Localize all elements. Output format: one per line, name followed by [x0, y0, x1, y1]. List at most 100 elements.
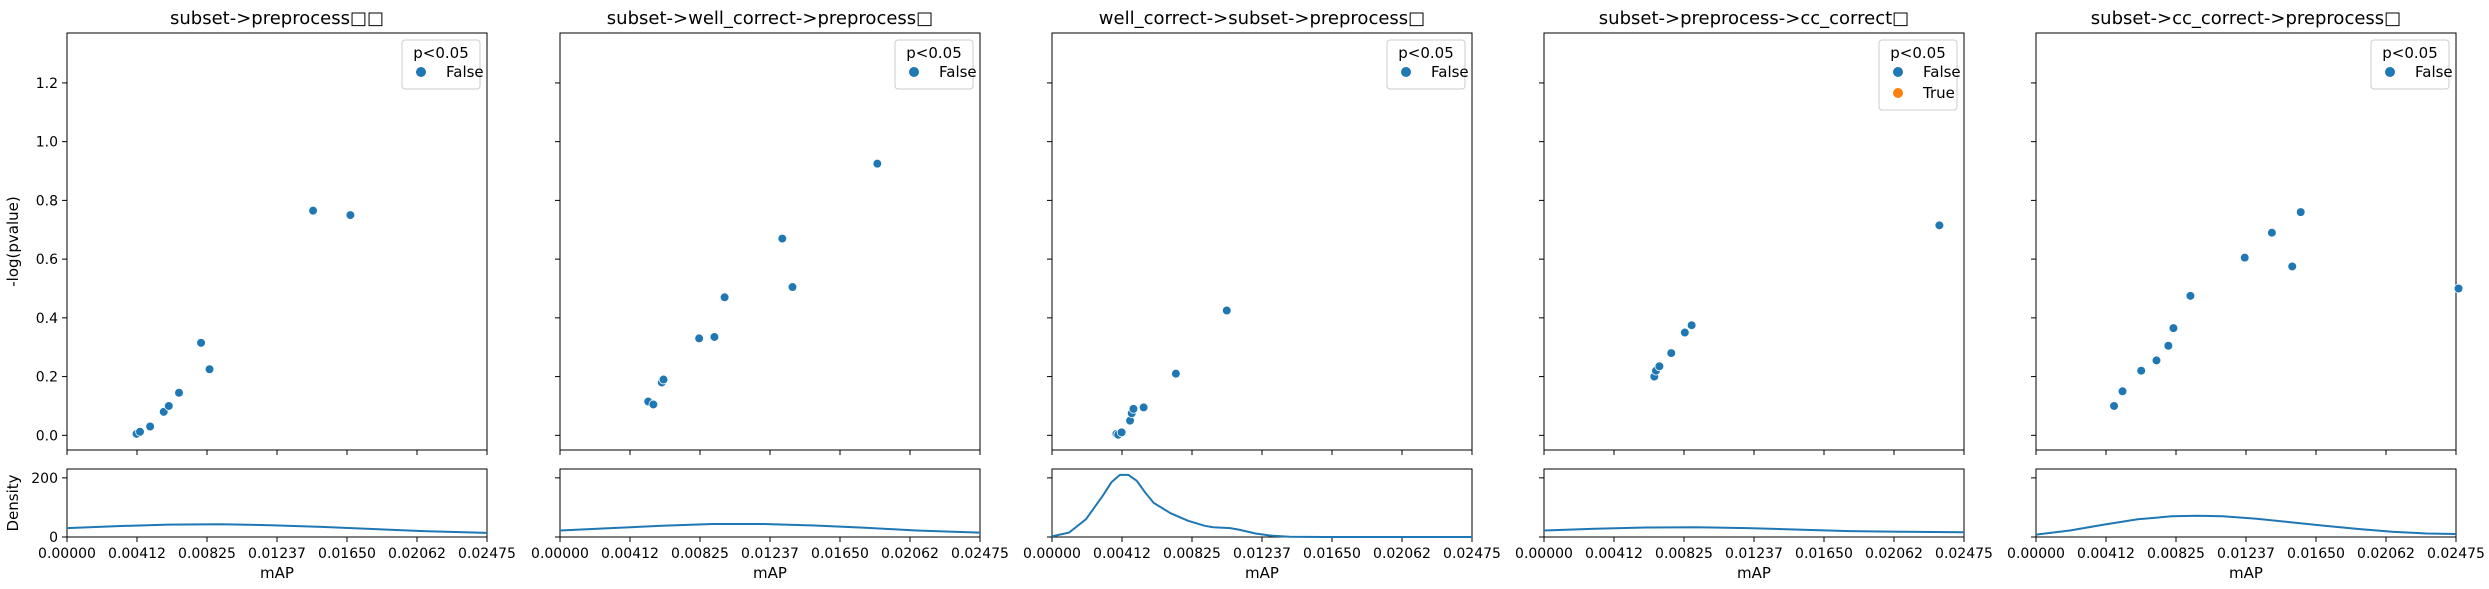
data-point [174, 387, 184, 398]
data-point [709, 332, 720, 342]
x-tick-label: 0.00000 [2007, 546, 2065, 562]
data-point [694, 333, 704, 344]
density-curve [66, 523, 488, 534]
x-tick-label: 0.00000 [531, 546, 589, 562]
x-tick-label: 0.01650 [318, 546, 376, 562]
data-point [2267, 227, 2277, 238]
data-point [648, 399, 659, 410]
x-tick-label: 0.01237 [248, 546, 306, 562]
x-tick-label: 0.00825 [2147, 546, 2205, 562]
data-point [164, 401, 174, 411]
x-axis-label: mAP [1737, 564, 1771, 582]
legend-marker [909, 67, 919, 77]
legend-entry-label: False [2415, 63, 2453, 81]
density-curve [1543, 526, 1965, 534]
scatter-axes-frame [66, 32, 488, 451]
x-tick-label: 0.02475 [2427, 546, 2485, 562]
density-axes-frame [1543, 468, 1965, 538]
x-axis-label: mAP [2229, 564, 2263, 582]
chart-title: subset->well_correct->preprocess□ [607, 8, 933, 29]
y-tick-label: 1.0 [36, 135, 58, 151]
x-tick-label: 0.01650 [2287, 546, 2345, 562]
x-tick-label: 0.01650 [1795, 546, 1853, 562]
legend-entry-label: False [1923, 63, 1961, 81]
density-axes-frame [2035, 468, 2457, 538]
x-tick-label: 0.00412 [2077, 546, 2135, 562]
x-tick-label: 0.00825 [178, 546, 236, 562]
legend-marker [2385, 67, 2395, 77]
x-tick-label: 0.00412 [1585, 546, 1643, 562]
x-tick-label: 0.00000 [1023, 546, 1081, 562]
legend-marker [416, 67, 426, 77]
x-axis-label: mAP [1245, 564, 1279, 582]
density-y-axis-label: Density [4, 474, 22, 531]
legend-title: p<0.05 [1398, 44, 1454, 62]
data-point [1128, 404, 1139, 414]
x-tick-label: 0.01237 [1233, 546, 1291, 562]
x-tick-label: 0.01650 [811, 546, 869, 562]
density-curve [2035, 514, 2457, 536]
scatter-axes-frame [2035, 32, 2457, 451]
data-point [2163, 340, 2174, 351]
chart-panel-4: subset->preprocess->cc_correct□ p<0.05Fal… [1515, 8, 1993, 582]
data-point [135, 426, 145, 437]
data-point [1666, 348, 1677, 358]
scatter-axes-frame [559, 32, 981, 451]
data-point [1221, 305, 1232, 316]
data-point [2287, 261, 2298, 272]
x-tick-label: 0.02475 [458, 546, 516, 562]
scatter-axes-frame [1051, 32, 1473, 451]
chart-panel-1: subset->preprocess□□ 0.0 0.2 0.4 0.6 0.8 1.0 1.… [4, 8, 516, 582]
legend-entry-label: False [939, 63, 977, 81]
data-point [1934, 220, 1945, 231]
chart-title: subset->cc_correct->preprocess□ [2091, 8, 2401, 29]
chart-panel-5: subset->cc_correct->preprocess□ p<0.05Fal… [2007, 8, 2485, 582]
x-tick-label: 0.00412 [108, 546, 166, 562]
data-point [204, 364, 215, 375]
x-tick-label: 0.00000 [38, 546, 96, 562]
x-tick-label: 0.01237 [741, 546, 799, 562]
x-tick-label: 0.01237 [2217, 546, 2275, 562]
data-point [1116, 427, 1127, 438]
x-tick-label: 0.02062 [1865, 546, 1923, 562]
chart-title: well_correct->subset->preprocess□ [1099, 8, 1425, 29]
density-curve [1051, 473, 1472, 538]
data-point [1680, 327, 1690, 338]
x-tick-label: 0.02062 [2357, 546, 2415, 562]
x-tick-label: 0.01650 [1303, 546, 1361, 562]
y-tick-label: 0.2 [36, 370, 58, 386]
density-y-tick-label: 200 [31, 471, 58, 487]
chart-panel-3: well_correct->subset->preprocess□ p<0.05F… [1023, 8, 1501, 582]
legend-title: p<0.05 [2382, 44, 2438, 62]
x-tick-label: 0.02062 [388, 546, 446, 562]
data-point [345, 210, 356, 220]
data-point [2136, 365, 2147, 376]
data-point [145, 421, 155, 432]
legend-marker [1893, 67, 1903, 77]
density-curve [559, 523, 981, 534]
data-point [2151, 355, 2162, 366]
y-tick-label: 0.8 [36, 193, 58, 209]
chart-title: subset->preprocess->cc_correct□ [1599, 8, 1909, 29]
x-tick-label: 0.00412 [601, 546, 659, 562]
data-point [777, 233, 788, 244]
chart-title: subset->preprocess□□ [170, 8, 384, 29]
data-point [658, 374, 669, 385]
x-tick-label: 0.02062 [881, 546, 939, 562]
y-tick-label: 1.2 [36, 76, 58, 92]
density-axes-frame [66, 468, 488, 538]
x-tick-label: 0.00000 [1515, 546, 1573, 562]
data-point [2239, 252, 2250, 263]
legend-entry-label: False [1431, 63, 1469, 81]
x-tick-label: 0.02475 [1443, 546, 1501, 562]
data-point [1686, 320, 1697, 330]
data-point [308, 205, 318, 216]
x-tick-label: 0.01237 [1725, 546, 1783, 562]
data-point [2295, 207, 2306, 217]
y-tick-label: 0.4 [36, 311, 58, 327]
data-point [2453, 283, 2464, 294]
legend-entry-label: True [1922, 84, 1955, 102]
x-tick-label: 0.00825 [1163, 546, 1221, 562]
data-point [196, 338, 206, 348]
